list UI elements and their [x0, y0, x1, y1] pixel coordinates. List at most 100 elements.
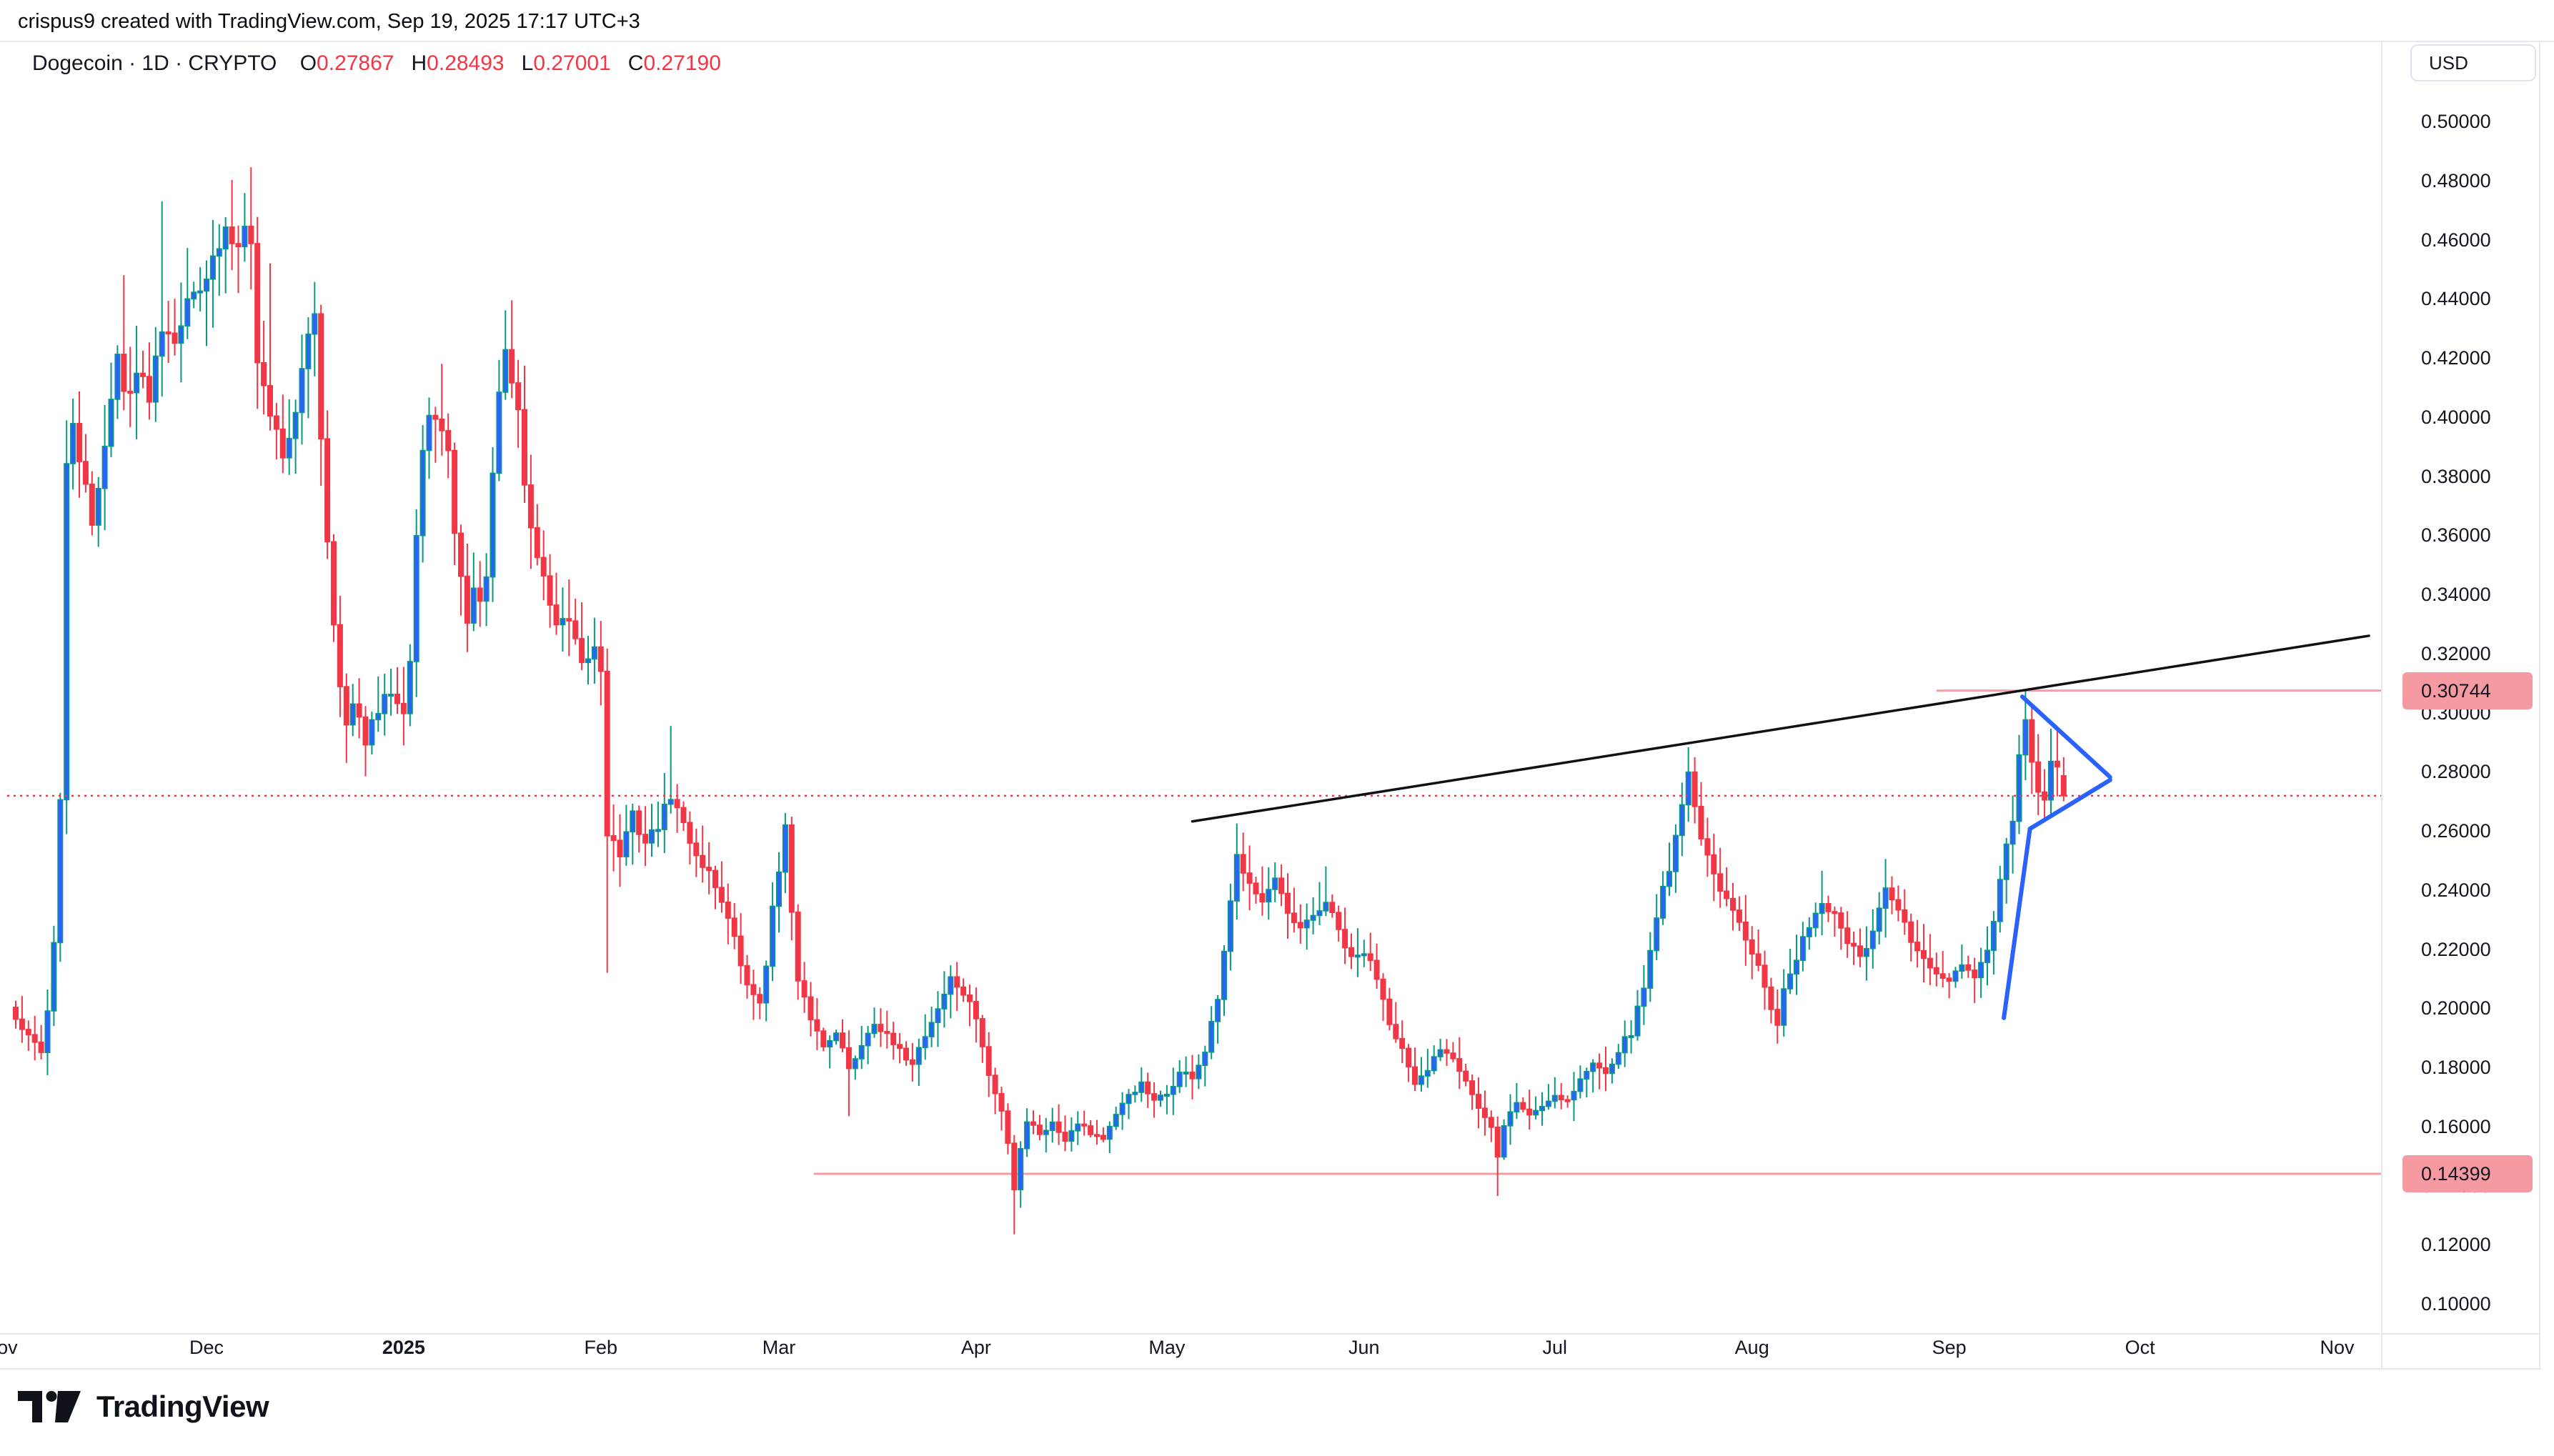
- candle: [400, 667, 407, 746]
- candle: [667, 726, 674, 814]
- candle: [1158, 1090, 1164, 1107]
- ohlc-values: O0.27867 H0.28493 L0.27001 C0.27190: [283, 51, 721, 75]
- candle: [1921, 924, 1927, 982]
- candle: [1132, 1085, 1138, 1103]
- candle: [1832, 906, 1838, 937]
- candle: [1844, 911, 1851, 958]
- candle: [178, 282, 184, 383]
- candle: [1463, 1064, 1469, 1087]
- candle: [725, 883, 731, 944]
- candle: [477, 561, 483, 627]
- candle: [858, 1025, 865, 1069]
- candle: [1412, 1047, 1418, 1091]
- candle: [1704, 817, 1711, 877]
- candle: [1380, 973, 1386, 1022]
- candle: [1514, 1082, 1520, 1120]
- candle: [1634, 989, 1641, 1041]
- candle: [1221, 945, 1228, 1016]
- candle: [801, 962, 808, 1013]
- candle: [1825, 895, 1832, 922]
- candle: [737, 913, 744, 984]
- candle: [1545, 1084, 1551, 1110]
- candle: [1266, 867, 1272, 920]
- candle: [70, 398, 76, 490]
- tradingview-logo[interactable]: TradingView: [18, 1390, 269, 1424]
- candle: [852, 1055, 858, 1080]
- time-tick-label: Apr: [960, 1337, 991, 1358]
- candle: [1361, 939, 1367, 967]
- candle: [1730, 882, 1736, 931]
- candle: [2054, 727, 2060, 797]
- pennant-pattern-line[interactable]: [2027, 777, 2112, 832]
- candle: [1621, 1020, 1628, 1067]
- price-tick-label: 0.32000: [2421, 642, 2491, 664]
- rising-trendline[interactable]: [1191, 634, 2370, 823]
- candle: [1990, 911, 1997, 975]
- chart-legend: Dogecoin · 1D · CRYPTO O0.27867 H0.28493 L…: [32, 51, 721, 76]
- candle: [1367, 932, 1373, 972]
- pennant-pattern-line[interactable]: [2019, 694, 2112, 779]
- candle: [820, 1027, 827, 1052]
- candle: [388, 668, 394, 716]
- candle: [1717, 847, 1724, 908]
- candle: [1303, 903, 1310, 950]
- price-tick-label: 0.10000: [2421, 1293, 2491, 1315]
- candle: [700, 825, 706, 883]
- price-tick-label: 0.26000: [2421, 820, 2491, 842]
- candle: [1163, 1084, 1170, 1115]
- candle: [960, 978, 967, 1002]
- key-level-lines[interactable]: [813, 689, 2381, 1175]
- candle: [655, 802, 661, 847]
- candle: [1068, 1117, 1075, 1152]
- trend-drawings[interactable]: [1191, 634, 2370, 1020]
- candle: [648, 804, 655, 857]
- candle: [1978, 947, 1984, 998]
- candle: [140, 350, 146, 389]
- symbol-title[interactable]: Dogecoin · 1D · CRYPTO: [32, 51, 277, 75]
- candle: [1043, 1117, 1049, 1153]
- price-axis-separator: [2381, 41, 2382, 1369]
- candle: [1202, 1045, 1208, 1087]
- candle: [1208, 1006, 1215, 1059]
- candle: [776, 852, 782, 933]
- price-tick-label: 0.22000: [2421, 938, 2491, 960]
- candle: [1138, 1067, 1145, 1102]
- candle: [890, 1022, 897, 1060]
- time-tick-label: ov: [0, 1337, 18, 1358]
- candle: [1526, 1089, 1533, 1130]
- candle: [134, 326, 140, 439]
- time-tick-label: 2025: [382, 1337, 425, 1358]
- candle: [362, 706, 369, 777]
- candle: [1018, 1141, 1024, 1208]
- candle: [884, 1010, 890, 1049]
- time-tick-label: Jul: [1542, 1337, 1568, 1358]
- price-label-resistance: 0.30744: [2403, 672, 2533, 709]
- candle: [254, 216, 261, 409]
- candle: [509, 300, 515, 399]
- currency-button[interactable]: USD: [2410, 44, 2536, 81]
- price-tick-label: 0.24000: [2421, 879, 2491, 901]
- candle: [1691, 757, 1698, 824]
- candle: [1348, 933, 1355, 969]
- candle: [95, 477, 101, 547]
- candle: [1641, 964, 1647, 1025]
- candle: [1603, 1047, 1609, 1092]
- candle: [229, 179, 235, 271]
- candle: [1972, 957, 1978, 1003]
- candle: [286, 399, 292, 475]
- candle: [1679, 782, 1685, 857]
- candle: [610, 804, 617, 872]
- candle: [795, 904, 801, 1000]
- pennant-pattern-line[interactable]: [2002, 827, 2032, 1020]
- candle: [1488, 1110, 1494, 1142]
- right-edge-separator: [2539, 41, 2540, 1369]
- candle: [152, 326, 159, 422]
- candle: [827, 1035, 833, 1069]
- candle: [1393, 1002, 1399, 1043]
- candle: [1507, 1094, 1514, 1145]
- price-tick-label: 0.42000: [2421, 347, 2491, 369]
- candle: [1762, 950, 1768, 1010]
- candle: [992, 1067, 998, 1115]
